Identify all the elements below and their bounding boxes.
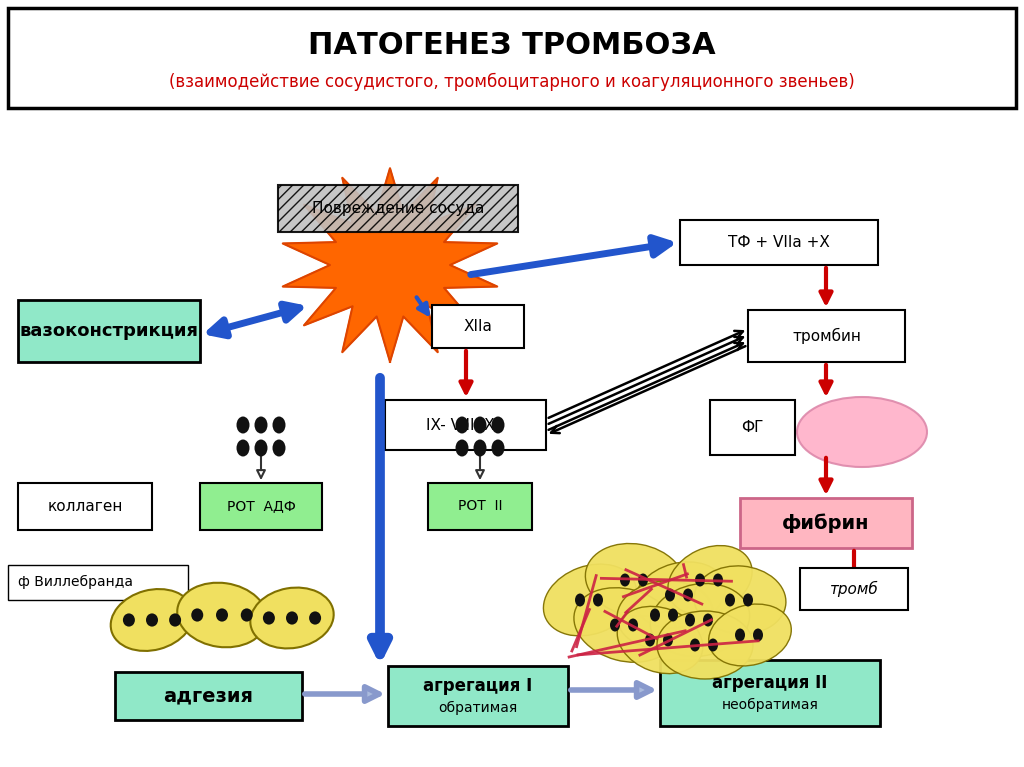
Ellipse shape bbox=[191, 608, 203, 621]
FancyBboxPatch shape bbox=[660, 660, 880, 726]
Text: ТФ + VIIa +X: ТФ + VIIa +X bbox=[728, 235, 829, 250]
FancyBboxPatch shape bbox=[8, 8, 1016, 108]
FancyBboxPatch shape bbox=[680, 220, 878, 265]
Ellipse shape bbox=[743, 594, 753, 607]
Ellipse shape bbox=[610, 618, 620, 631]
FancyBboxPatch shape bbox=[200, 483, 322, 530]
Text: фибрин: фибрин bbox=[782, 513, 869, 533]
Ellipse shape bbox=[241, 608, 253, 621]
Ellipse shape bbox=[169, 614, 181, 627]
Text: тромбин: тромбин bbox=[792, 328, 861, 344]
Ellipse shape bbox=[628, 618, 638, 631]
Ellipse shape bbox=[668, 545, 752, 614]
Ellipse shape bbox=[725, 594, 735, 607]
FancyBboxPatch shape bbox=[740, 498, 912, 548]
Text: агрегация I: агрегация I bbox=[423, 677, 532, 695]
Ellipse shape bbox=[638, 574, 648, 587]
Ellipse shape bbox=[593, 594, 603, 607]
Ellipse shape bbox=[492, 416, 505, 433]
Ellipse shape bbox=[617, 581, 713, 649]
FancyBboxPatch shape bbox=[115, 672, 302, 720]
Ellipse shape bbox=[663, 634, 673, 647]
Ellipse shape bbox=[272, 439, 286, 456]
Text: ФГ: ФГ bbox=[741, 420, 764, 435]
Ellipse shape bbox=[473, 439, 486, 456]
Text: РОТ  АДФ: РОТ АДФ bbox=[226, 499, 296, 513]
Ellipse shape bbox=[575, 594, 585, 607]
Ellipse shape bbox=[573, 588, 676, 662]
Ellipse shape bbox=[690, 638, 700, 651]
Ellipse shape bbox=[635, 562, 725, 628]
Ellipse shape bbox=[735, 628, 745, 641]
Text: Повреждение сосуда: Повреждение сосуда bbox=[312, 201, 484, 216]
FancyBboxPatch shape bbox=[432, 305, 524, 348]
Ellipse shape bbox=[456, 416, 469, 433]
Ellipse shape bbox=[272, 416, 286, 433]
Ellipse shape bbox=[703, 614, 713, 627]
Ellipse shape bbox=[753, 628, 763, 641]
Ellipse shape bbox=[255, 439, 267, 456]
Ellipse shape bbox=[456, 439, 469, 456]
FancyBboxPatch shape bbox=[428, 483, 532, 530]
FancyBboxPatch shape bbox=[18, 483, 152, 530]
Ellipse shape bbox=[216, 608, 228, 621]
Ellipse shape bbox=[309, 611, 322, 624]
Text: РОТ  II: РОТ II bbox=[458, 499, 502, 513]
Ellipse shape bbox=[111, 589, 194, 651]
Ellipse shape bbox=[709, 604, 792, 666]
Text: коллаген: коллаген bbox=[47, 499, 123, 514]
Text: (взаимодействие сосудистого, тромбоцитарного и коагуляционного звеньев): (взаимодействие сосудистого, тромбоцитар… bbox=[169, 73, 855, 91]
FancyBboxPatch shape bbox=[800, 568, 908, 610]
Text: адгезия: адгезия bbox=[164, 686, 254, 706]
Ellipse shape bbox=[668, 608, 678, 621]
FancyBboxPatch shape bbox=[388, 666, 568, 726]
FancyBboxPatch shape bbox=[278, 185, 518, 232]
Ellipse shape bbox=[123, 614, 135, 627]
Text: IX- VIII -Xa: IX- VIII -Xa bbox=[427, 417, 505, 433]
Ellipse shape bbox=[797, 397, 927, 467]
Text: обратимая: обратимая bbox=[438, 701, 517, 715]
Ellipse shape bbox=[708, 638, 718, 651]
Ellipse shape bbox=[492, 439, 505, 456]
Ellipse shape bbox=[255, 416, 267, 433]
FancyBboxPatch shape bbox=[710, 400, 795, 455]
Ellipse shape bbox=[713, 574, 723, 587]
FancyBboxPatch shape bbox=[18, 300, 200, 362]
Ellipse shape bbox=[237, 416, 250, 433]
Ellipse shape bbox=[237, 439, 250, 456]
FancyBboxPatch shape bbox=[385, 400, 546, 450]
Text: ф Виллебранда: ф Виллебранда bbox=[18, 575, 133, 589]
Text: ПАТОГЕНЕЗ ТРОМБОЗА: ПАТОГЕНЕЗ ТРОМБОЗА bbox=[308, 31, 716, 60]
Text: XIIa: XIIa bbox=[464, 319, 493, 334]
Ellipse shape bbox=[685, 614, 695, 627]
Text: агрегация II: агрегация II bbox=[713, 674, 827, 692]
Ellipse shape bbox=[694, 566, 786, 634]
Ellipse shape bbox=[250, 588, 334, 648]
Ellipse shape bbox=[586, 544, 685, 617]
Polygon shape bbox=[283, 168, 498, 362]
Ellipse shape bbox=[544, 564, 637, 636]
Ellipse shape bbox=[650, 584, 750, 657]
Ellipse shape bbox=[665, 588, 675, 601]
Ellipse shape bbox=[286, 611, 298, 624]
Ellipse shape bbox=[657, 611, 753, 679]
Text: необратимая: необратимая bbox=[722, 698, 818, 712]
FancyBboxPatch shape bbox=[748, 310, 905, 362]
Ellipse shape bbox=[177, 583, 267, 647]
Ellipse shape bbox=[473, 416, 486, 433]
Text: вазоконстрикция: вазоконстрикция bbox=[19, 322, 199, 340]
Ellipse shape bbox=[683, 588, 693, 601]
Ellipse shape bbox=[146, 614, 158, 627]
Ellipse shape bbox=[695, 574, 705, 587]
Ellipse shape bbox=[645, 634, 655, 647]
Text: тромб: тромб bbox=[829, 581, 879, 597]
Ellipse shape bbox=[617, 607, 702, 673]
Ellipse shape bbox=[650, 608, 660, 621]
Ellipse shape bbox=[620, 574, 630, 587]
Ellipse shape bbox=[263, 611, 274, 624]
